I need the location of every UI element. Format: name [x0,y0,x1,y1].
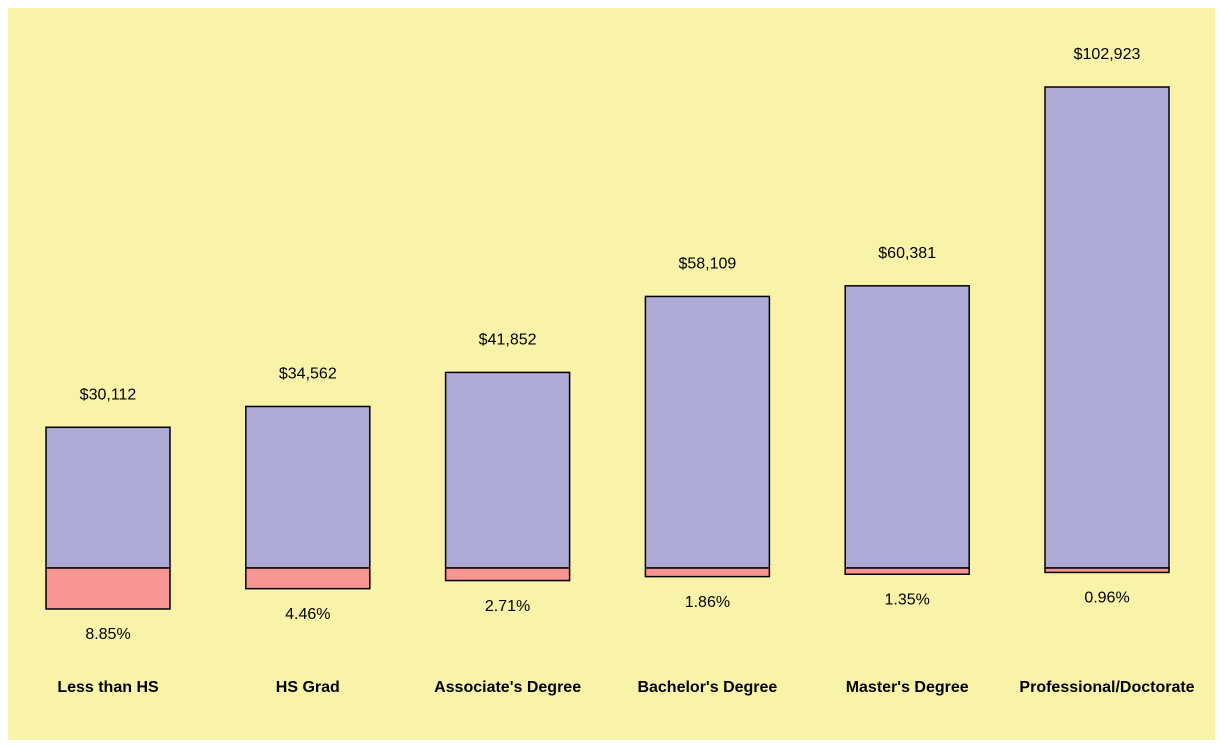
x-tick-label: Professional/Doctorate [1019,679,1194,696]
x-tick-label: Bachelor's Degree [637,679,777,696]
bar [245,567,371,590]
value-label: $58,109 [678,256,736,273]
bar [644,567,771,578]
bar [45,567,171,610]
background [8,8,1215,740]
value-label: 8.85% [85,626,130,643]
bar [844,567,970,576]
bar [644,295,771,569]
bar [844,285,970,569]
x-tick-label: Master's Degree [846,679,969,696]
bar [444,371,571,569]
bar [1044,86,1170,569]
value-label: 1.86% [685,594,730,611]
value-label: 2.71% [485,598,530,615]
bar [45,426,171,569]
x-tick-label: Associate's Degree [434,679,581,696]
x-tick-label: Less than HS [57,679,159,696]
value-label: $30,112 [80,386,137,403]
value-label: 1.35% [885,591,930,608]
x-tick-label: HS Grad [276,679,340,696]
value-label: $34,562 [279,366,337,383]
value-label: 0.96% [1084,590,1129,607]
value-label: $60,381 [878,245,936,262]
value-label: $102,923 [1074,46,1141,63]
bar [444,567,571,582]
value-label: 4.46% [285,606,330,623]
bar [245,405,371,569]
bar [1044,567,1170,574]
value-label: $41,852 [479,332,537,349]
